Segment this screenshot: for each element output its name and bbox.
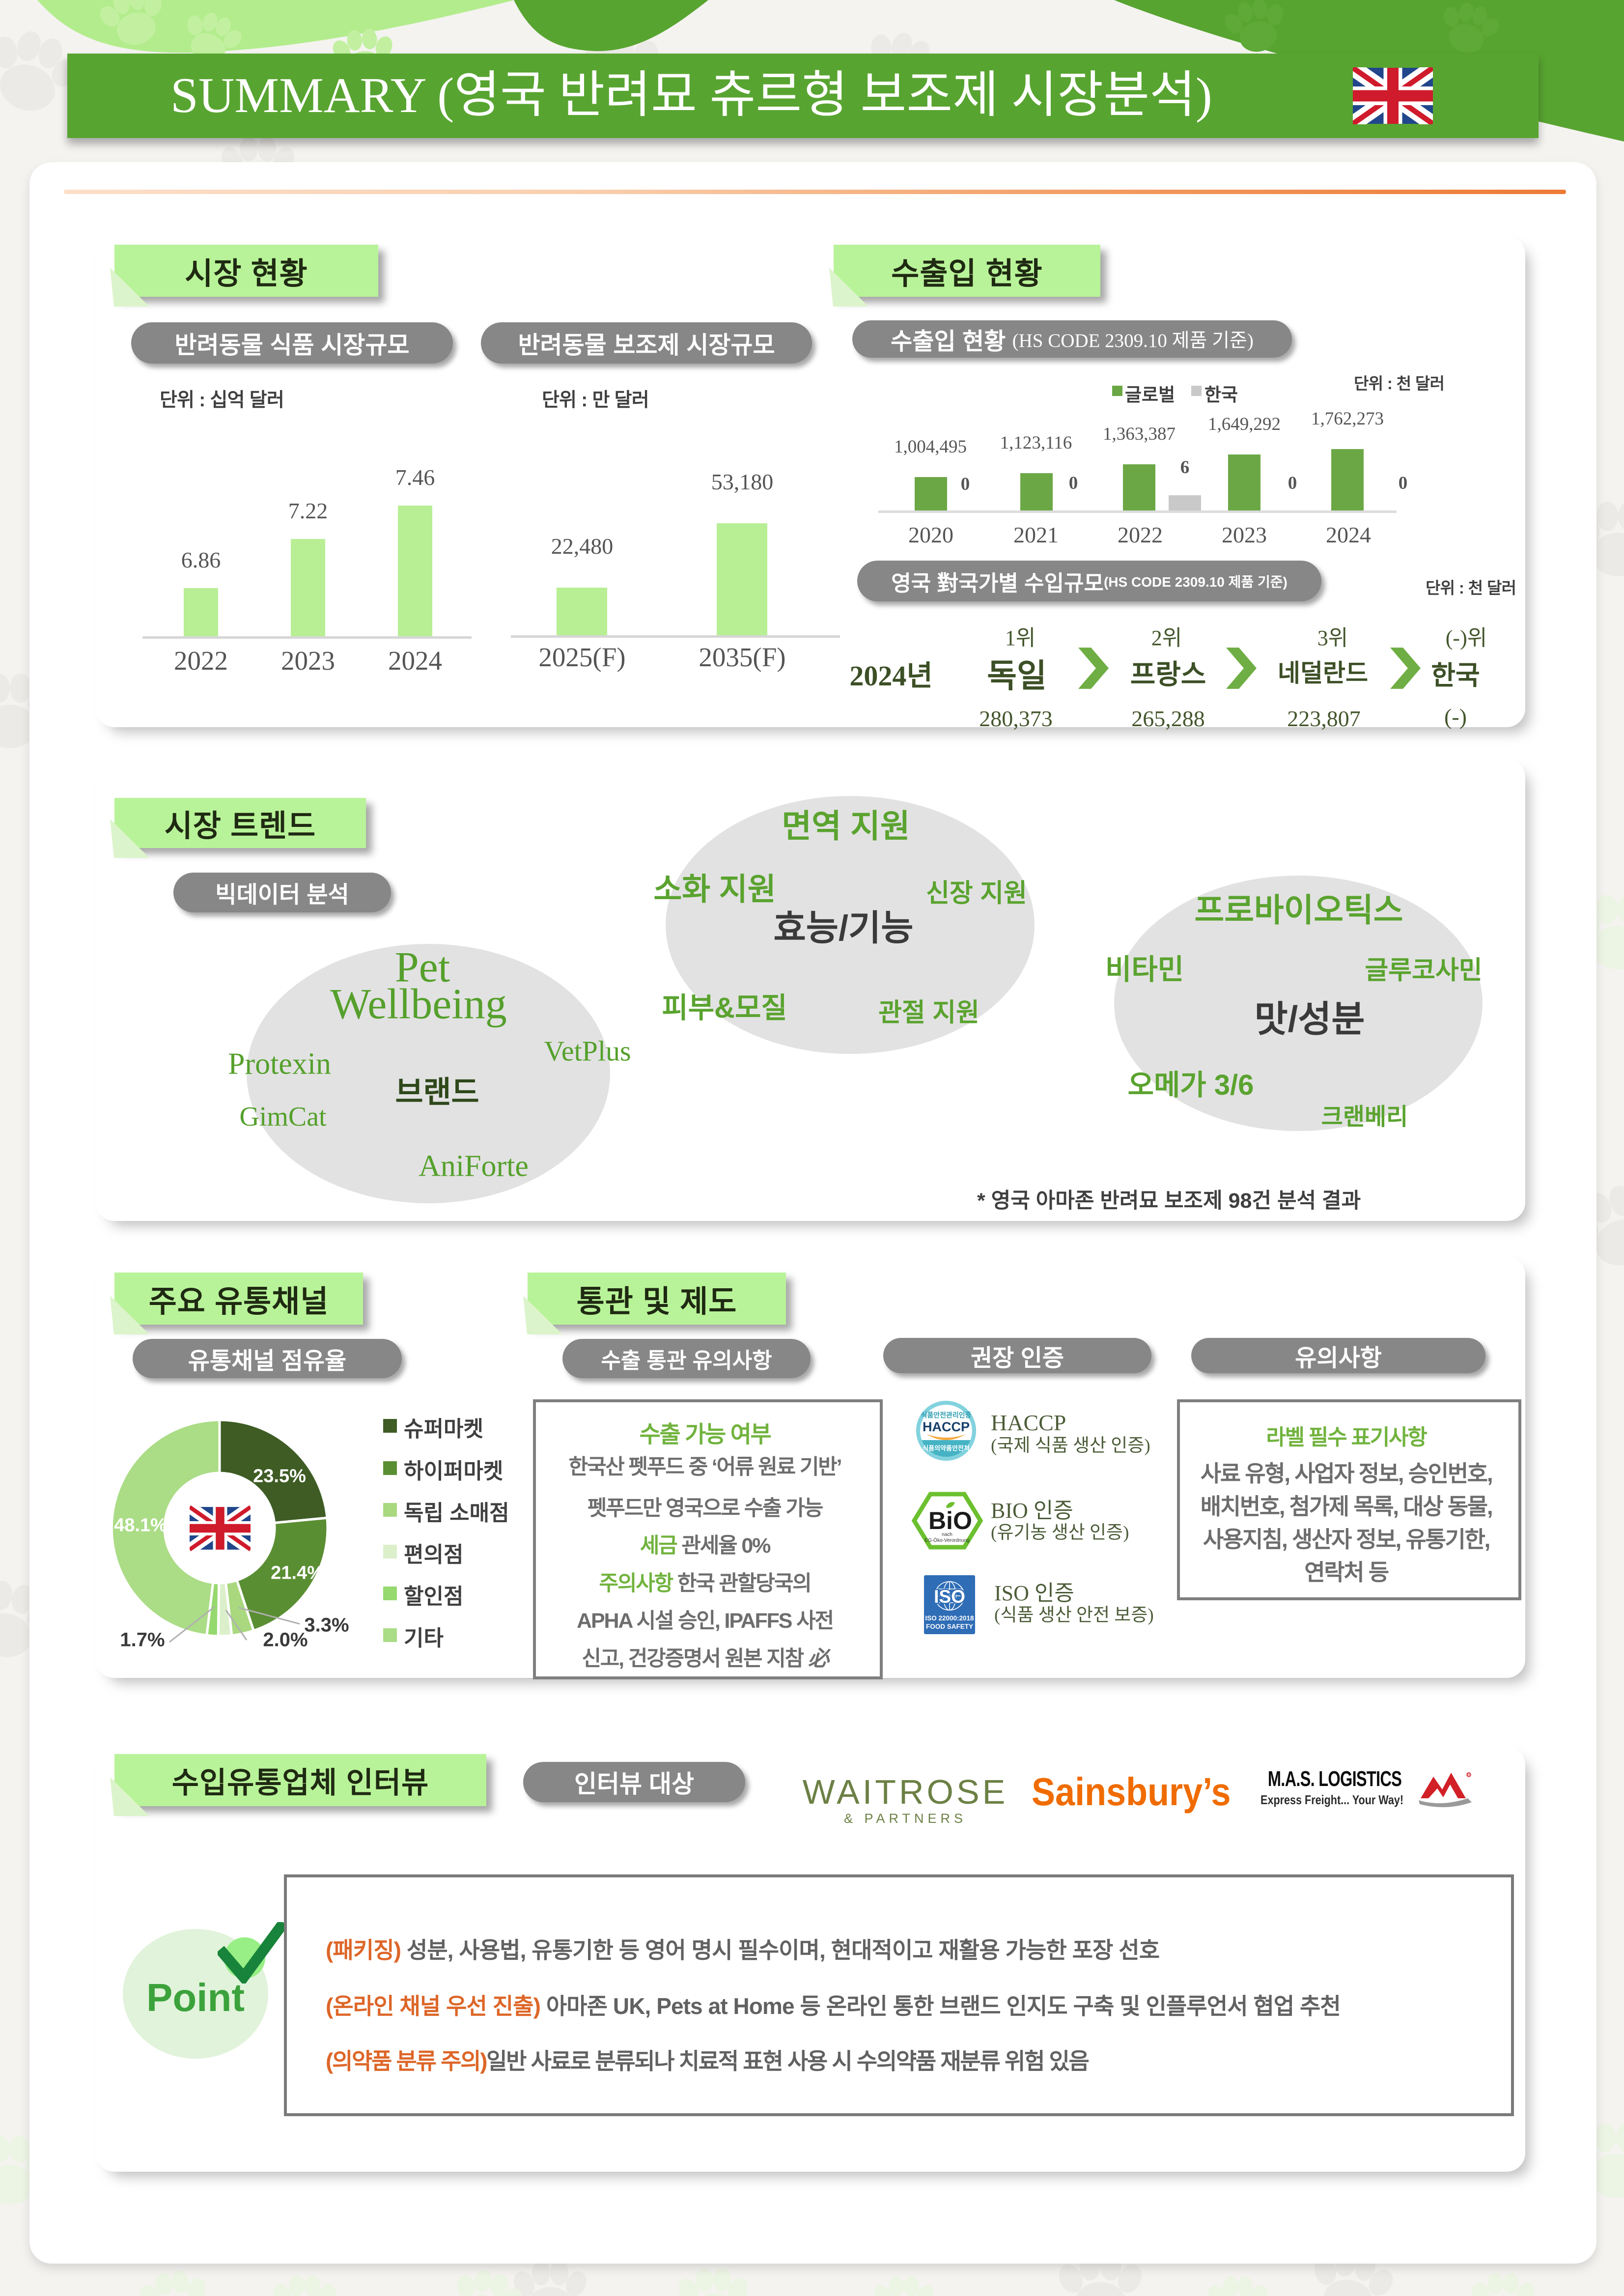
svg-text:FOOD SAFETY: FOOD SAFETY [926, 1623, 973, 1630]
svg-text:ISO 22000:2018: ISO 22000:2018 [925, 1615, 974, 1622]
svg-text:nach: nach [942, 1532, 952, 1537]
svg-text:B: B [928, 1507, 946, 1534]
svg-text:ISO: ISO [934, 1587, 965, 1607]
svg-text:EG-Öko-Verordnung: EG-Öko-Verordnung [924, 1537, 969, 1543]
svg-text:식품안전관리인증: 식품안전관리인증 [921, 1411, 971, 1419]
svg-text:R: R [1467, 1773, 1471, 1778]
svg-text:O: O [953, 1507, 972, 1534]
svg-text:식품의약품안전처: 식품의약품안전처 [923, 1445, 970, 1452]
svg-text:HACCP: HACCP [923, 1419, 970, 1434]
svg-text:i: i [946, 1507, 953, 1534]
